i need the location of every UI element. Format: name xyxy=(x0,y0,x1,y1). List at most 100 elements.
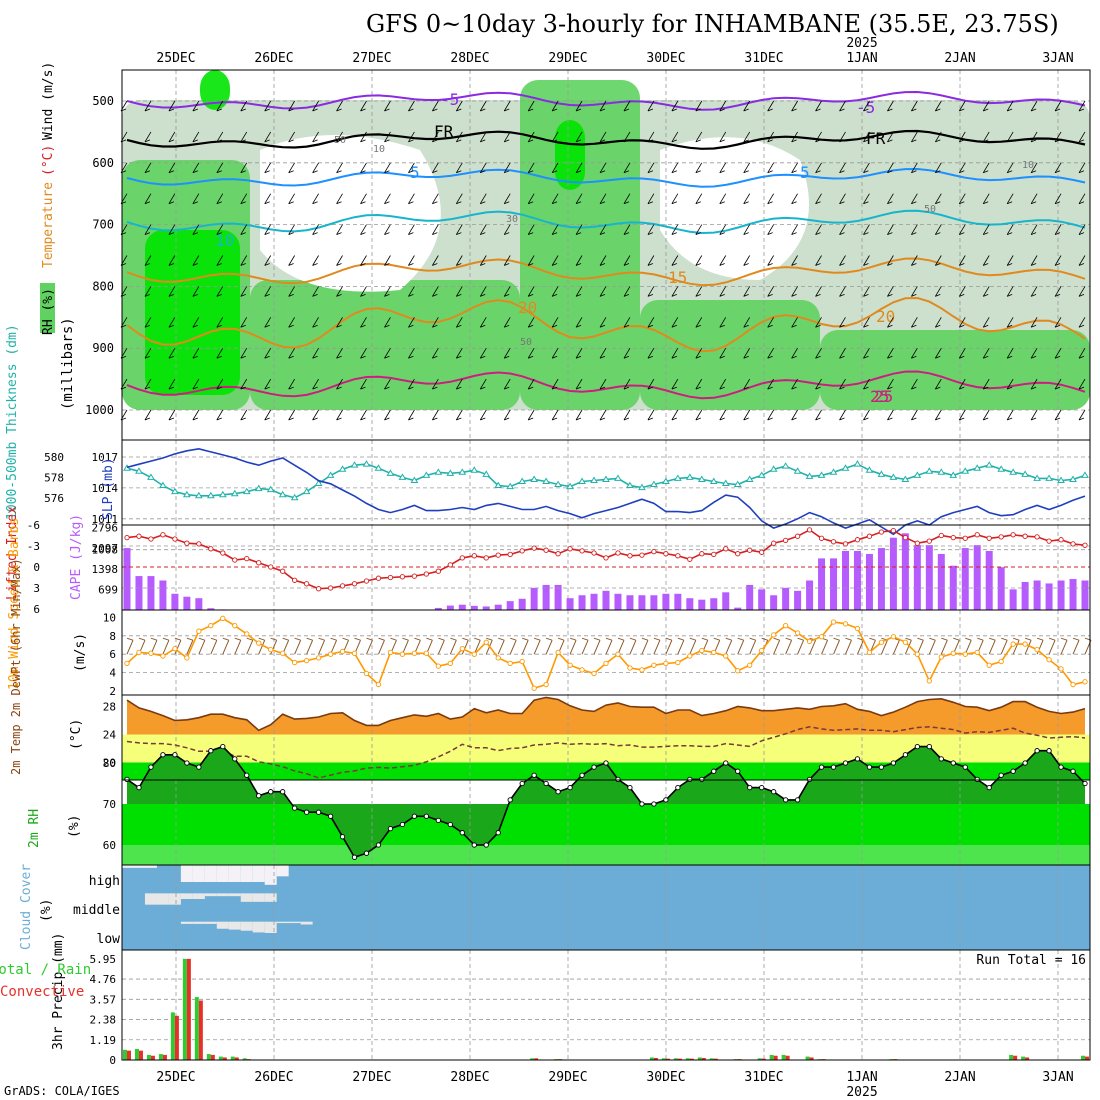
rh2m-series-point xyxy=(902,752,909,758)
wind-barb xyxy=(264,131,272,143)
wind-barb xyxy=(1030,162,1038,174)
wind10-series-point xyxy=(507,660,513,667)
wind-barb xyxy=(360,100,367,112)
pressure-tick: 500 xyxy=(92,94,114,108)
rh2m-series-point xyxy=(471,842,477,848)
wind-barb xyxy=(240,131,248,143)
cape-bar xyxy=(446,605,454,610)
wind-barb xyxy=(791,100,798,112)
wind-barb xyxy=(192,409,200,421)
cape-bar xyxy=(147,576,155,610)
precip-tick: 1.19 xyxy=(90,1034,117,1047)
wind10-barb xyxy=(797,637,805,655)
wind-barb xyxy=(719,286,727,297)
wind10-barb xyxy=(629,637,637,655)
wind-barb xyxy=(647,193,655,205)
wind-barb xyxy=(575,224,583,235)
wind-barb xyxy=(887,100,894,112)
thickness-series-point xyxy=(254,484,263,492)
rh2m-series-point xyxy=(759,784,765,791)
cloud-gap xyxy=(228,921,241,930)
wind10-barb xyxy=(461,637,469,655)
cape-bar xyxy=(650,595,658,610)
wind10-barb xyxy=(1012,637,1020,655)
li-axis-label: Lifted Index xyxy=(5,506,20,600)
cloud-gap xyxy=(276,865,289,877)
wind10-series-point xyxy=(902,639,909,645)
precip-conv-bar xyxy=(138,1050,143,1060)
cape-bar xyxy=(698,599,706,610)
wind-barb xyxy=(288,100,295,112)
date-label-bottom: 1JAN xyxy=(846,1070,877,1085)
cape-bar xyxy=(961,548,969,610)
rh2m-series-point xyxy=(184,760,190,766)
cape-tick: 2097 xyxy=(92,542,119,555)
wind-barb xyxy=(1054,100,1062,112)
wind-barb xyxy=(982,224,990,235)
thickness-series-point xyxy=(278,490,287,498)
precip-total-bar xyxy=(1081,1055,1085,1060)
cape-tick: 1398 xyxy=(92,563,119,576)
wind10-barb xyxy=(306,637,314,655)
wind-barb xyxy=(815,347,822,359)
wind-barb xyxy=(384,162,391,174)
precip-conv-bar xyxy=(222,1057,227,1060)
wind10-series-point xyxy=(818,634,825,640)
wind10-barb xyxy=(449,637,457,655)
contour-label: 30 xyxy=(506,214,518,225)
rh2m-series-point xyxy=(172,752,178,758)
wind-barb xyxy=(192,317,200,328)
cloud-level-label: high xyxy=(89,874,120,889)
wind-barb xyxy=(264,224,272,235)
rh2m-series-point xyxy=(447,821,453,828)
wind-barb xyxy=(719,224,727,235)
wind-barb xyxy=(144,286,152,297)
cloud-gap xyxy=(192,921,205,924)
lifted-index-series-point xyxy=(280,568,286,574)
wind-barb xyxy=(527,224,535,235)
wind-barb xyxy=(240,224,248,235)
wind-barb xyxy=(288,317,295,328)
rh-shading xyxy=(200,70,230,110)
cloud-gap xyxy=(252,893,265,902)
wind-barb xyxy=(479,347,487,359)
wind-barb xyxy=(958,286,966,297)
wind-barb xyxy=(216,347,224,359)
wind-barb xyxy=(288,409,295,421)
wind-barb xyxy=(432,100,439,112)
rh2m-series-point xyxy=(423,813,430,819)
wind10-series-point xyxy=(842,621,849,627)
wind-barb xyxy=(695,162,703,174)
thickness-series-point xyxy=(242,487,251,495)
thickness-series-point xyxy=(590,476,598,483)
precip-tick: 5.95 xyxy=(90,953,117,966)
lifted-index-series-point xyxy=(555,551,561,557)
wind10-series-point xyxy=(998,658,1004,665)
wind-barb xyxy=(1030,378,1038,390)
wind10-series-point xyxy=(615,651,621,657)
precip-conv-bar xyxy=(1085,1056,1089,1060)
precip-total-bar xyxy=(242,1058,247,1060)
thickness-series-point xyxy=(638,483,646,491)
wind-barb xyxy=(312,193,319,205)
lifted-index-series-point xyxy=(603,555,609,561)
wind-barb xyxy=(934,378,942,390)
wind-barb xyxy=(887,409,894,421)
wind-barb xyxy=(527,255,535,266)
contour-label: 5 xyxy=(800,163,810,182)
rh2m-series-point xyxy=(124,776,130,783)
cape-bar xyxy=(638,595,646,610)
wind-barb xyxy=(527,162,535,174)
wind10-series-point xyxy=(735,668,741,674)
cape-bar xyxy=(530,587,538,610)
cape-bar xyxy=(1033,580,1041,610)
rh2m-series-point xyxy=(280,789,286,795)
contour-label: 10 xyxy=(1022,160,1034,171)
wind-barb xyxy=(192,347,200,359)
lifted-index-series-point xyxy=(687,556,693,562)
thickness-series-point xyxy=(745,475,754,482)
wind-barb xyxy=(743,255,751,266)
precip-conv-bar xyxy=(653,1057,658,1060)
wind-barb xyxy=(575,193,583,205)
precip-conv-bar xyxy=(186,958,191,1060)
